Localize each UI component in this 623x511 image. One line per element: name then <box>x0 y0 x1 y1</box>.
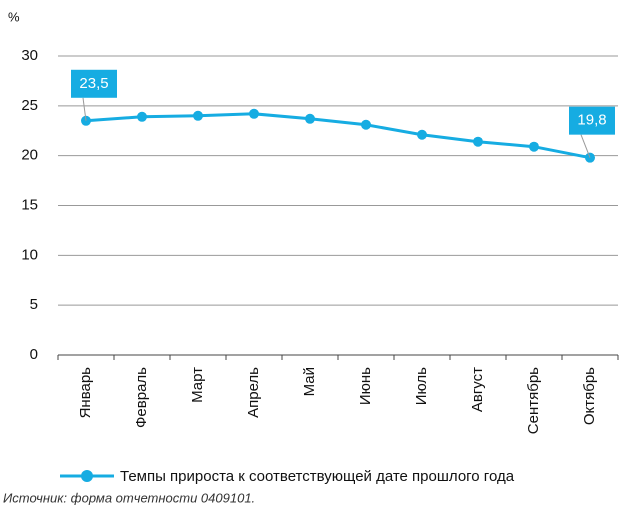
y-tick-label: 10 <box>21 246 38 263</box>
y-tick-label: 15 <box>21 196 38 213</box>
y-tick-label: 0 <box>30 346 38 363</box>
point <box>137 111 147 122</box>
point <box>361 119 371 130</box>
point <box>249 108 259 119</box>
leader <box>82 97 87 121</box>
x-tick-label: Май <box>301 367 318 396</box>
value-label: 23,5 <box>79 75 108 92</box>
leader <box>580 134 591 158</box>
x-tick-label: Март <box>189 367 206 403</box>
y-tick-label: 5 <box>30 296 38 313</box>
x-tick-label: Октябрь <box>581 367 598 425</box>
x-tick-label: Февраль <box>133 367 150 428</box>
x-tick-label: Август <box>469 367 486 412</box>
x-tick-label: Июнь <box>357 367 374 405</box>
label-box <box>71 69 117 98</box>
x-tick-label: Июль <box>413 367 430 405</box>
x-tick-label: Сентябрь <box>525 367 542 434</box>
y-unit: % <box>8 9 20 24</box>
x-tick-label: Январь <box>77 367 94 419</box>
line <box>85 112 591 160</box>
value-label: 19,8 <box>577 112 606 129</box>
point <box>473 136 483 147</box>
y-tick-label: 20 <box>21 147 38 164</box>
y-tick-label: 30 <box>21 47 38 64</box>
label-box <box>569 106 615 135</box>
legend-marker <box>81 470 93 482</box>
point <box>305 113 315 124</box>
x-tick-label: Апрель <box>245 367 262 418</box>
point <box>417 129 427 140</box>
source: Источник: форма отчетности 0409101. <box>3 490 255 505</box>
y-tick-label: 25 <box>21 97 38 114</box>
legend-label: Темпы прироста к соответствующей дате пр… <box>120 468 515 485</box>
point <box>193 110 203 121</box>
point <box>529 141 539 152</box>
